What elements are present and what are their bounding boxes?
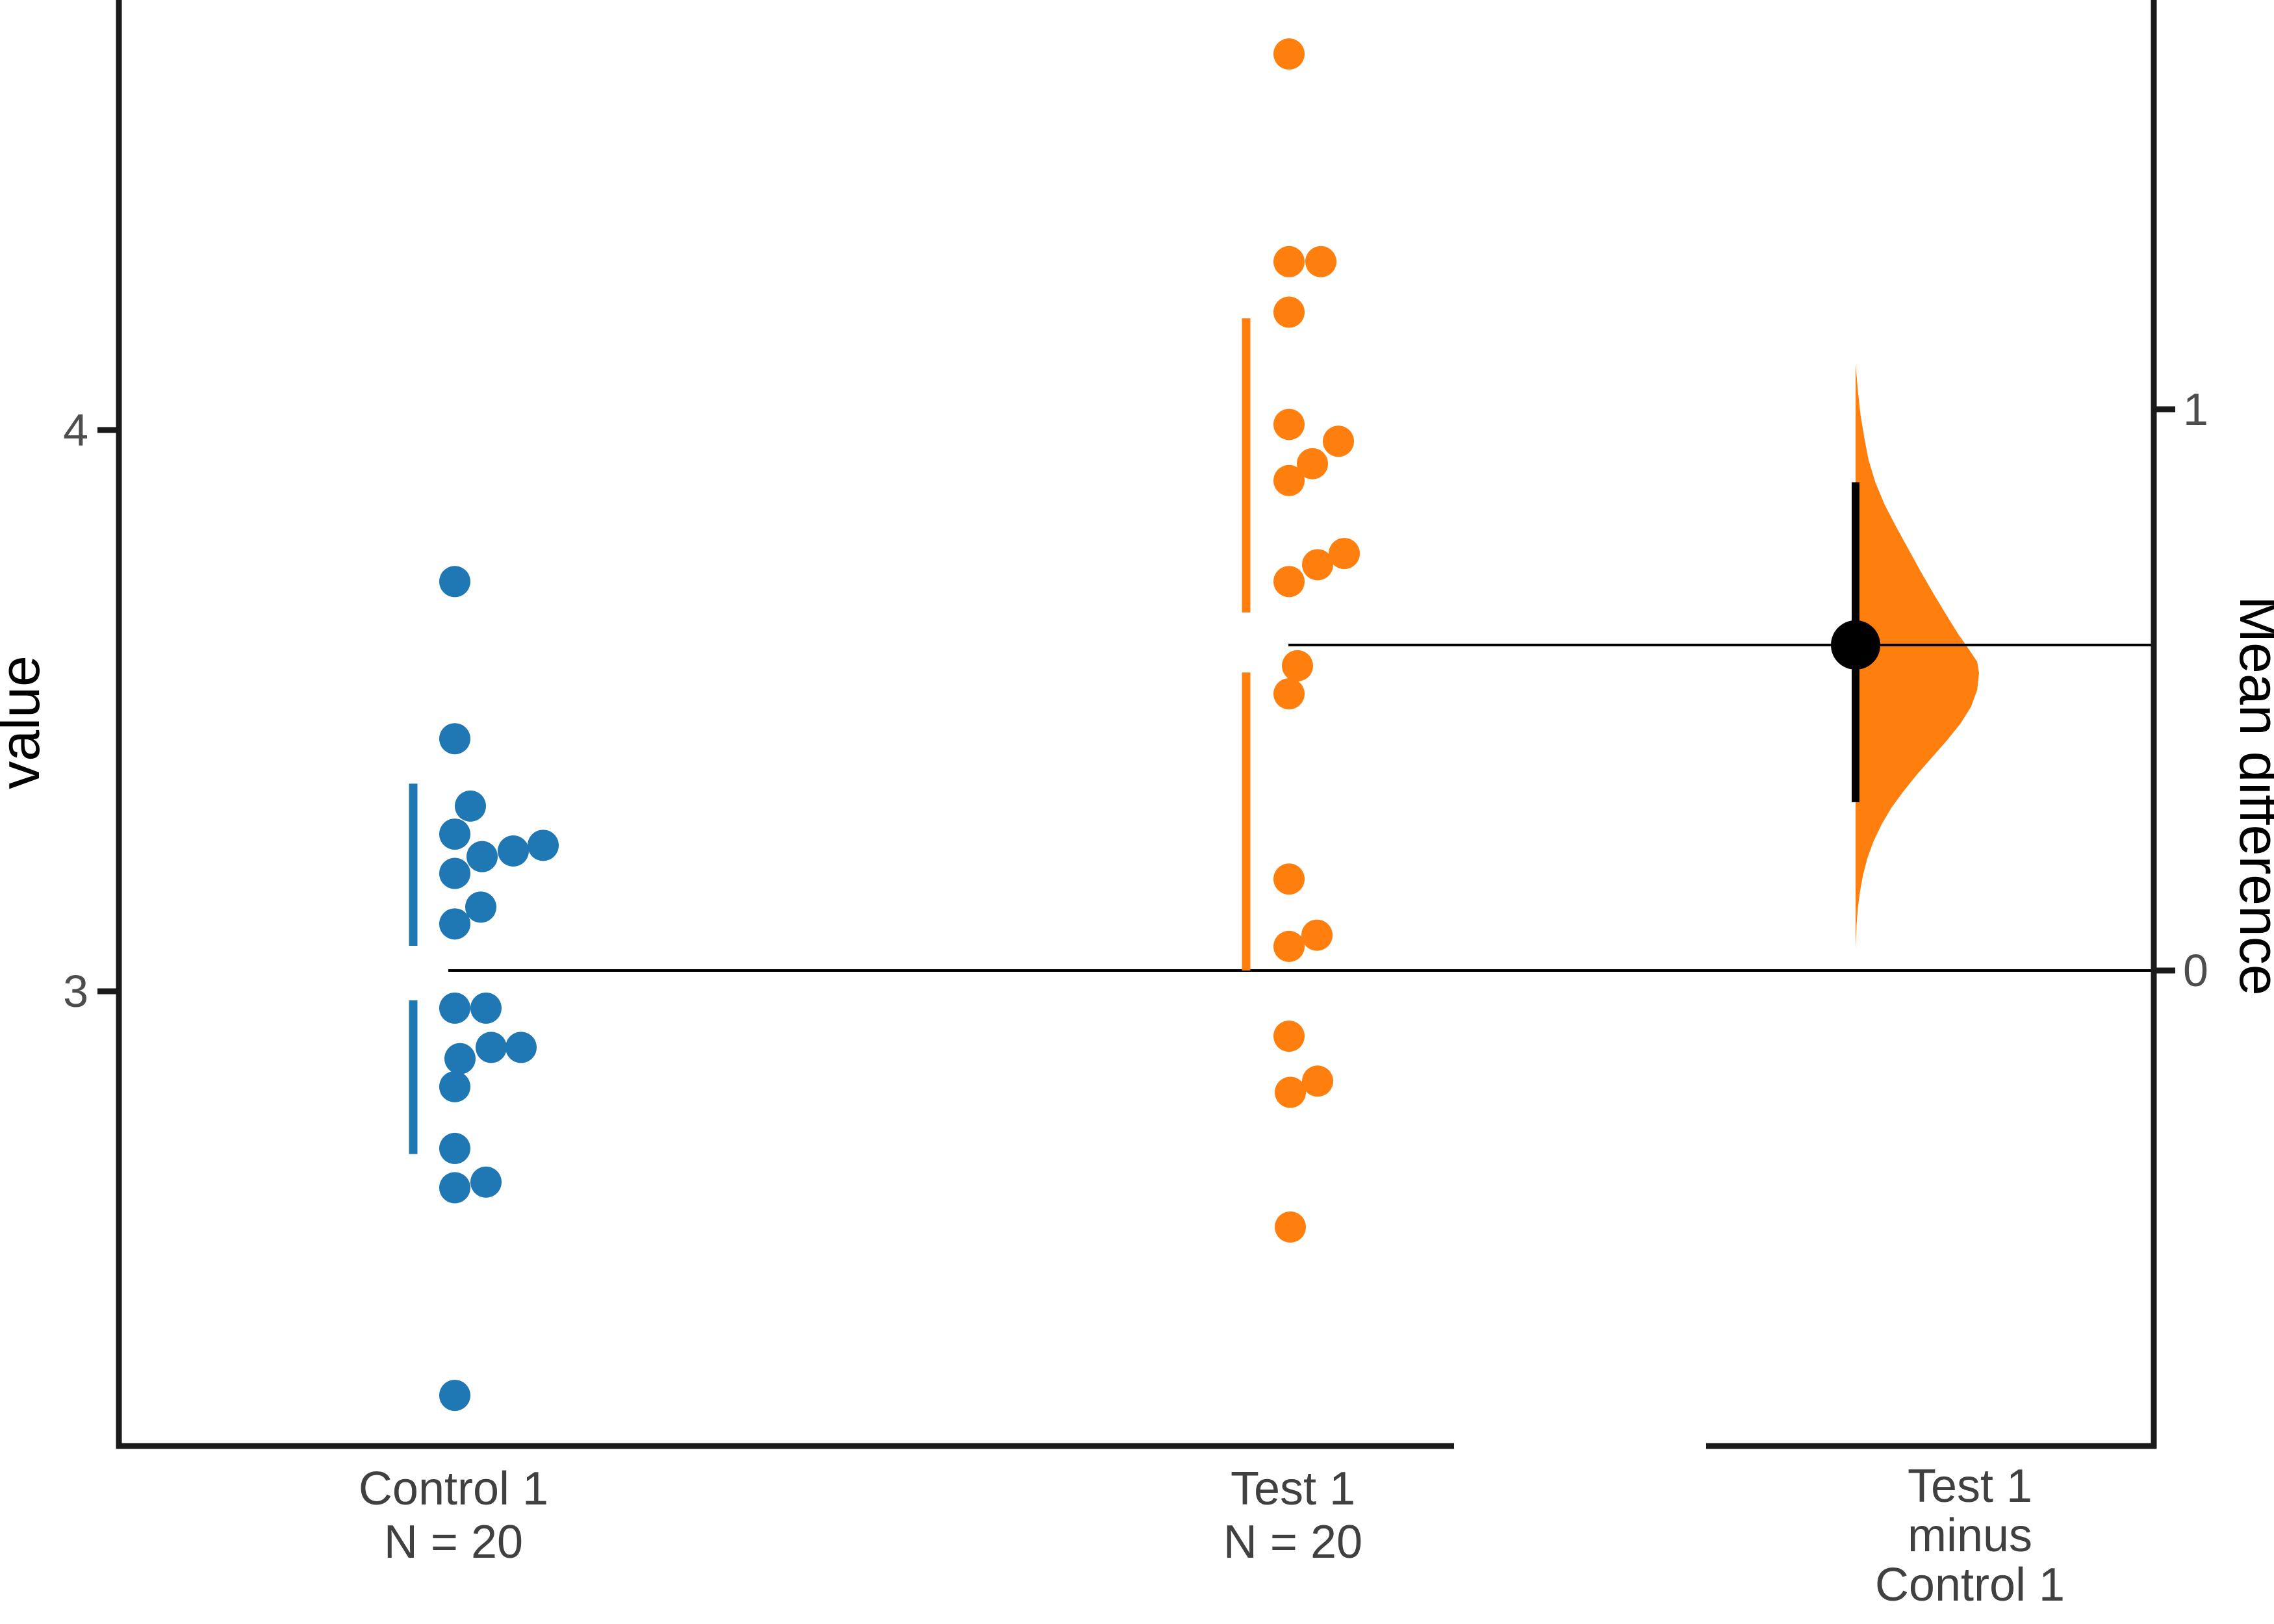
control1-data-dot [465,891,496,923]
control1-data-dot [439,908,470,940]
group-label-diff-line2: minus [1908,1510,2032,1562]
group-label-diff-line3: Control 1 [1875,1559,2065,1611]
control1-data-dot [444,1043,476,1074]
right-tick-label-0: 0 [2183,945,2208,996]
test1-data-dot [1273,930,1305,962]
control1-data-dot [528,830,559,861]
control1-data-dot [439,1132,470,1164]
test1-data-dot [1273,566,1305,598]
test1-data-dot [1297,448,1328,479]
test1-data-dot [1275,1211,1306,1243]
control1-data-dot [439,1172,470,1204]
group-label-diff-line1: Test 1 [1908,1460,2032,1512]
control1-data-dot [455,790,486,822]
test1-data-dot [1273,409,1305,440]
control1-data-dot [476,1032,507,1063]
test1-data-dot [1273,38,1305,70]
test1-data-dot [1273,464,1305,496]
group-label-test1-line2: N = 20 [1223,1516,1362,1568]
group-label-test1-line1: Test 1 [1231,1463,1355,1515]
control1-data-dot [466,841,498,872]
test1-data-dot [1323,425,1354,457]
y-axis-title: value [0,655,51,789]
control1-data-dot [439,818,470,850]
test1-data-dot [1305,246,1336,277]
right-axis-title: Mean difference [2228,596,2274,995]
group-label-control1-line1: Control 1 [359,1463,548,1515]
right-tick-label-1: 1 [2183,384,2208,435]
test1-data-dot [1273,678,1305,710]
control1-data-dot [470,1166,502,1198]
test1-data-dot [1301,919,1333,951]
test1-data-dot [1329,538,1360,570]
control1-data-dot [439,857,470,889]
control1-data-dot [498,835,529,867]
bootstrap-violin [1856,364,1979,948]
test1-data-dot [1275,1076,1306,1108]
control1-data-dot [439,1380,470,1412]
left-tick-label-4: 4 [63,405,88,455]
control1-data-dot [439,1071,470,1102]
data-marks-layer [409,38,2154,1412]
control1-data-dot [439,566,470,598]
test1-data-dot [1273,1021,1305,1052]
mean-difference-dot [1831,620,1880,670]
control1-data-dot [439,992,470,1024]
test1-data-dot [1302,549,1333,581]
test1-data-dot [1273,246,1305,277]
left-tick-label-3: 3 [63,966,88,1017]
test1-data-dot [1302,1065,1333,1097]
control1-data-dot [505,1032,537,1063]
group-label-control1-line2: N = 20 [384,1516,523,1568]
test1-data-dot [1273,296,1305,328]
test1-data-dot [1273,863,1305,895]
control1-data-dot [439,723,470,755]
control1-data-dot [470,992,502,1024]
test1-data-dot [1282,650,1313,681]
